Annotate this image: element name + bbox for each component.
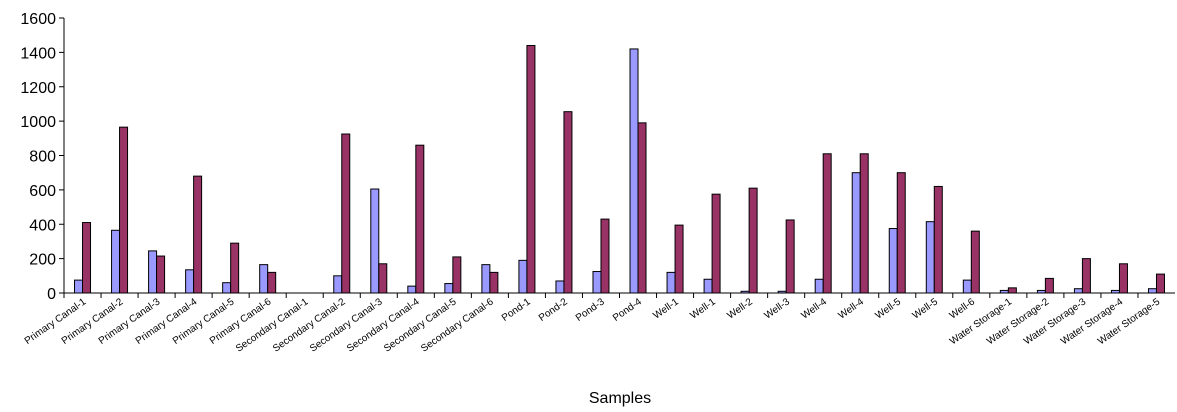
x-tick-label: Well-3 (762, 296, 792, 321)
bar (814, 278, 824, 294)
bar (1110, 289, 1120, 294)
bar (851, 172, 861, 294)
x-tick-label: Well-2 (725, 296, 755, 321)
y-tick-label: 600 (29, 183, 56, 200)
bar (481, 264, 491, 294)
bar (222, 282, 232, 294)
bar (370, 188, 380, 294)
bar (452, 256, 462, 294)
y-tick-label: 1600 (20, 11, 56, 28)
bar (777, 290, 787, 294)
bar (267, 271, 277, 294)
bar (888, 228, 898, 294)
x-tick-label: Water Storage-4 (1059, 296, 1125, 347)
x-tick-label: Water Storage-2 (985, 296, 1051, 347)
bar (1118, 263, 1128, 294)
bar (1036, 289, 1046, 294)
bar (785, 219, 795, 294)
x-tick-label: Well-1 (688, 296, 718, 321)
bar (666, 271, 676, 294)
y-tick-label: 1200 (20, 80, 56, 97)
x-tick-label: Well-4 (837, 296, 867, 321)
bar (193, 175, 203, 294)
bar (748, 187, 758, 294)
x-tick-label: Well-4 (800, 296, 830, 321)
bar (1044, 277, 1054, 294)
x-tick-label: Pond-4 (611, 296, 644, 324)
y-tick-label: 200 (29, 252, 56, 269)
x-axis-title: Samples (589, 390, 651, 407)
bar (600, 218, 610, 294)
x-tick-label: Primary Canal-1 (23, 296, 89, 347)
bar (526, 45, 536, 294)
x-tick-label: Well-5 (874, 296, 904, 321)
x-tick-label: Water Storage-1 (948, 296, 1014, 347)
bar (378, 263, 388, 294)
bar (740, 290, 750, 294)
x-tick-label: Well-5 (911, 296, 941, 321)
bar (74, 279, 84, 294)
x-tick-label: Well-6 (948, 296, 978, 321)
bar (629, 48, 639, 294)
bar (82, 222, 92, 294)
bar (518, 259, 528, 294)
bar (341, 133, 351, 294)
bar (703, 278, 713, 294)
bar (156, 255, 166, 294)
x-tick-label: Primary Canal-5 (171, 296, 237, 347)
bar (333, 275, 343, 294)
bar (962, 279, 972, 294)
bar (489, 271, 499, 294)
bar (925, 221, 935, 294)
bar (1155, 273, 1165, 294)
bar (822, 153, 832, 294)
x-tick-label: Pond-2 (537, 296, 570, 324)
bar (111, 229, 121, 294)
bar (407, 285, 417, 294)
y-tick-label: 400 (29, 217, 56, 234)
x-tick-label: Water Storage-3 (1022, 296, 1088, 347)
bar (185, 269, 195, 294)
bar (148, 250, 158, 294)
x-tick-label: Pond-1 (500, 296, 533, 324)
x-tick-label: Water Storage-5 (1096, 296, 1162, 347)
bar (637, 122, 647, 294)
bar (415, 144, 425, 294)
y-tick-label: 1000 (20, 114, 56, 131)
bar (1081, 258, 1091, 294)
bar (444, 283, 454, 294)
bar (563, 111, 573, 294)
x-tick-label: Primary Canal-6 (208, 296, 274, 347)
bar (555, 280, 565, 294)
bar (592, 271, 602, 294)
bar (119, 126, 129, 294)
bar (933, 185, 943, 294)
x-tick-label: Pond-3 (574, 296, 607, 324)
x-tick-label: Primary Canal-2 (60, 296, 126, 347)
bar (1073, 288, 1083, 294)
x-tick-label: Primary Canal-4 (134, 296, 200, 347)
bar (230, 242, 240, 294)
bar (711, 193, 721, 294)
bar (970, 230, 980, 294)
bar (896, 172, 906, 294)
x-tick-label: Primary Canal-3 (97, 296, 163, 347)
bar (674, 224, 684, 294)
bar (859, 153, 869, 294)
y-tick-label: 1400 (20, 45, 56, 62)
bar (1147, 288, 1157, 294)
y-tick-label: 0 (47, 286, 56, 303)
bar (1007, 287, 1017, 294)
bar (259, 264, 269, 294)
y-tick-label: 800 (29, 149, 56, 166)
x-tick-label: Well-1 (651, 296, 681, 321)
bar (999, 289, 1009, 294)
